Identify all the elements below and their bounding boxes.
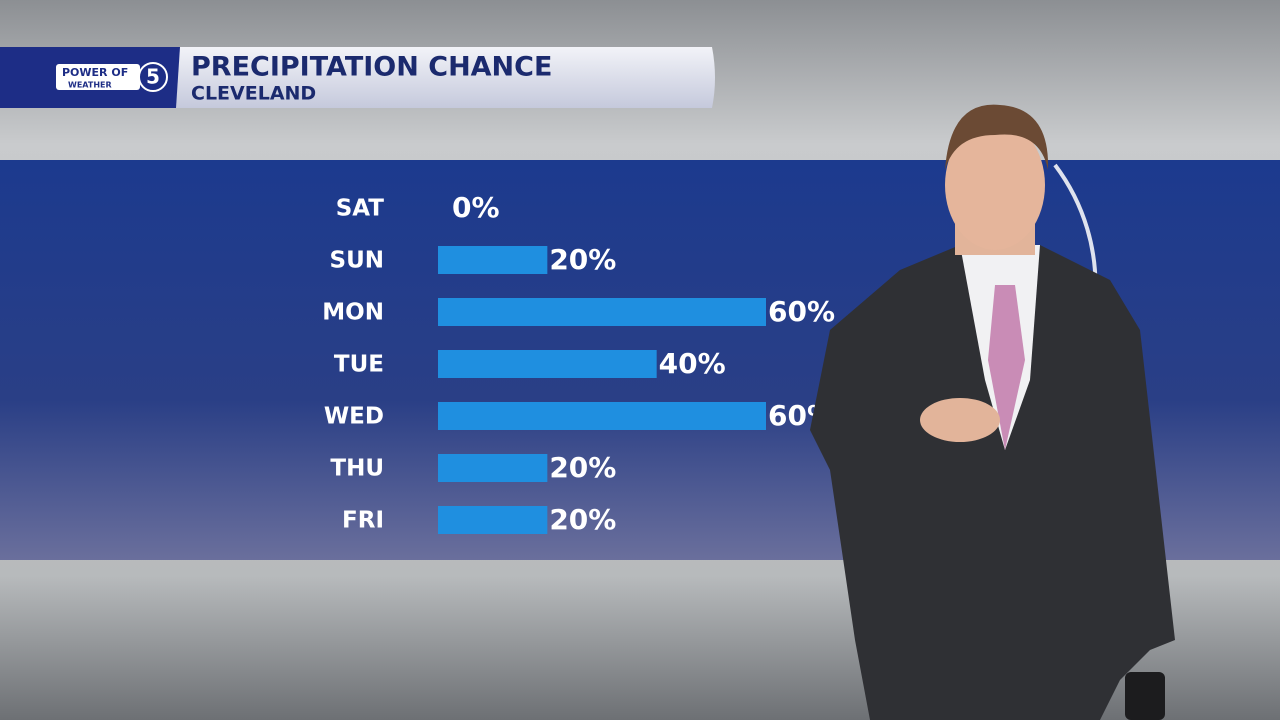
- bar: [438, 402, 766, 430]
- bar: [438, 246, 548, 274]
- plot: SAT 0%SUN 20%MON 60%TUE 40%WED 60%THU 20%FRI 20…: [322, 191, 835, 536]
- value-label: 60%: [768, 295, 835, 328]
- logo-top: POWER OF: [62, 66, 128, 79]
- category-label: WED: [324, 404, 384, 430]
- suit: [810, 245, 1175, 720]
- bar: [438, 350, 657, 378]
- chart-title: PRECIPITATION CHANCE: [191, 52, 552, 83]
- value-label: 20%: [549, 451, 616, 484]
- chart-subtitle: CLEVELAND: [191, 83, 316, 105]
- face: [945, 120, 1045, 250]
- presenter: [810, 104, 1175, 720]
- bar: [438, 506, 548, 534]
- hand: [920, 398, 1000, 442]
- tie: [988, 285, 1025, 450]
- category-label: SUN: [330, 248, 385, 274]
- category-label: MON: [322, 300, 384, 326]
- logo-bottom: WEATHER: [68, 81, 112, 90]
- value-label: 20%: [549, 503, 616, 536]
- logo-number: 5: [146, 65, 160, 89]
- category-label: FRI: [342, 508, 384, 534]
- category-label: SAT: [336, 196, 385, 222]
- logo-circle: [138, 62, 168, 92]
- hair: [945, 104, 1049, 170]
- value-label: 20%: [549, 243, 616, 276]
- clicker: [1125, 672, 1165, 720]
- value-label: 40%: [659, 347, 726, 380]
- bar: [438, 298, 766, 326]
- bar: [438, 454, 548, 482]
- logo-plate: [56, 64, 140, 90]
- category-label: TUE: [334, 352, 384, 378]
- value-label: 0%: [452, 191, 500, 224]
- category-label: THU: [330, 456, 384, 482]
